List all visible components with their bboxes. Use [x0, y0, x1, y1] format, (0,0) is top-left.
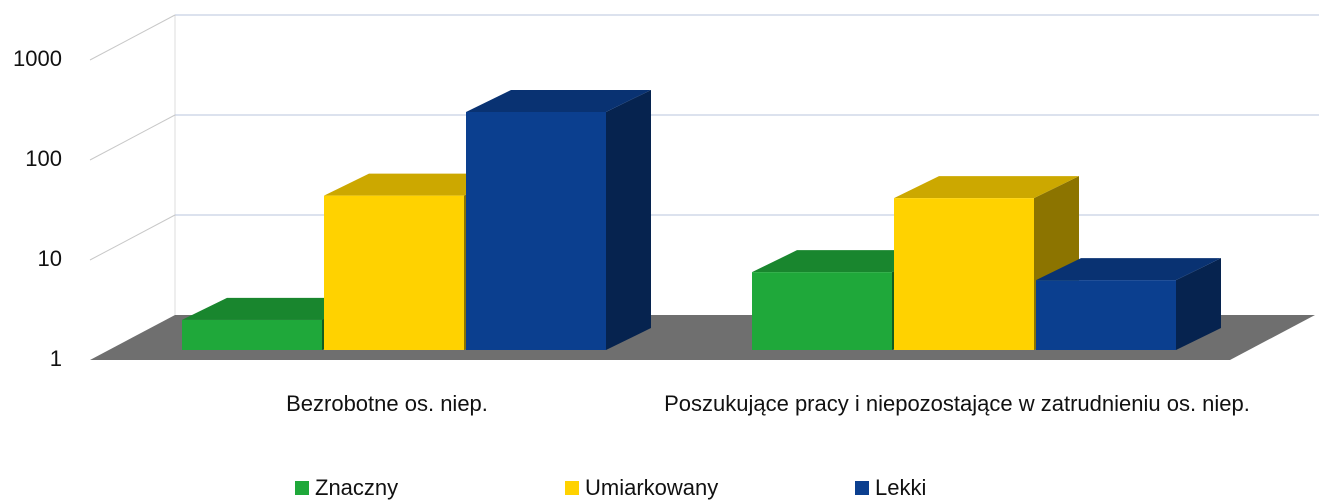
- legend-swatch: [295, 481, 309, 495]
- bar: [1036, 258, 1221, 350]
- bar-side: [1176, 258, 1221, 350]
- bar-top: [894, 176, 1079, 199]
- y-tick-label: 100: [25, 146, 62, 171]
- bar-front: [182, 319, 322, 350]
- bar-side: [606, 89, 651, 350]
- bar-top: [182, 297, 367, 320]
- y-tick-label: 10: [38, 246, 62, 271]
- bar-top: [324, 173, 509, 196]
- grid-line: [89, 14, 176, 61]
- y-tick-label: 1: [50, 346, 62, 371]
- legend-label: Lekki: [875, 475, 926, 500]
- bar-top: [466, 89, 651, 112]
- bar-front: [324, 195, 464, 350]
- bar: [466, 89, 651, 350]
- legend-swatch: [855, 481, 869, 495]
- bar-top: [752, 250, 937, 273]
- y-tick-label: 1000: [13, 46, 62, 71]
- bar-front: [466, 111, 606, 350]
- bar-front: [752, 272, 892, 350]
- grid-line: [89, 214, 176, 261]
- legend-swatch: [565, 481, 579, 495]
- bar-front: [894, 198, 1034, 350]
- grid-line: [89, 114, 176, 161]
- x-tick-label: Bezrobotne os. niep.: [286, 391, 488, 416]
- legend-label: Umiarkowany: [585, 475, 718, 500]
- legend-label: Znaczny: [315, 475, 398, 500]
- bar-top: [1036, 258, 1221, 281]
- x-tick-label: Poszukujące pracy i niepozostające w zat…: [664, 391, 1250, 416]
- bar-front: [1036, 280, 1176, 350]
